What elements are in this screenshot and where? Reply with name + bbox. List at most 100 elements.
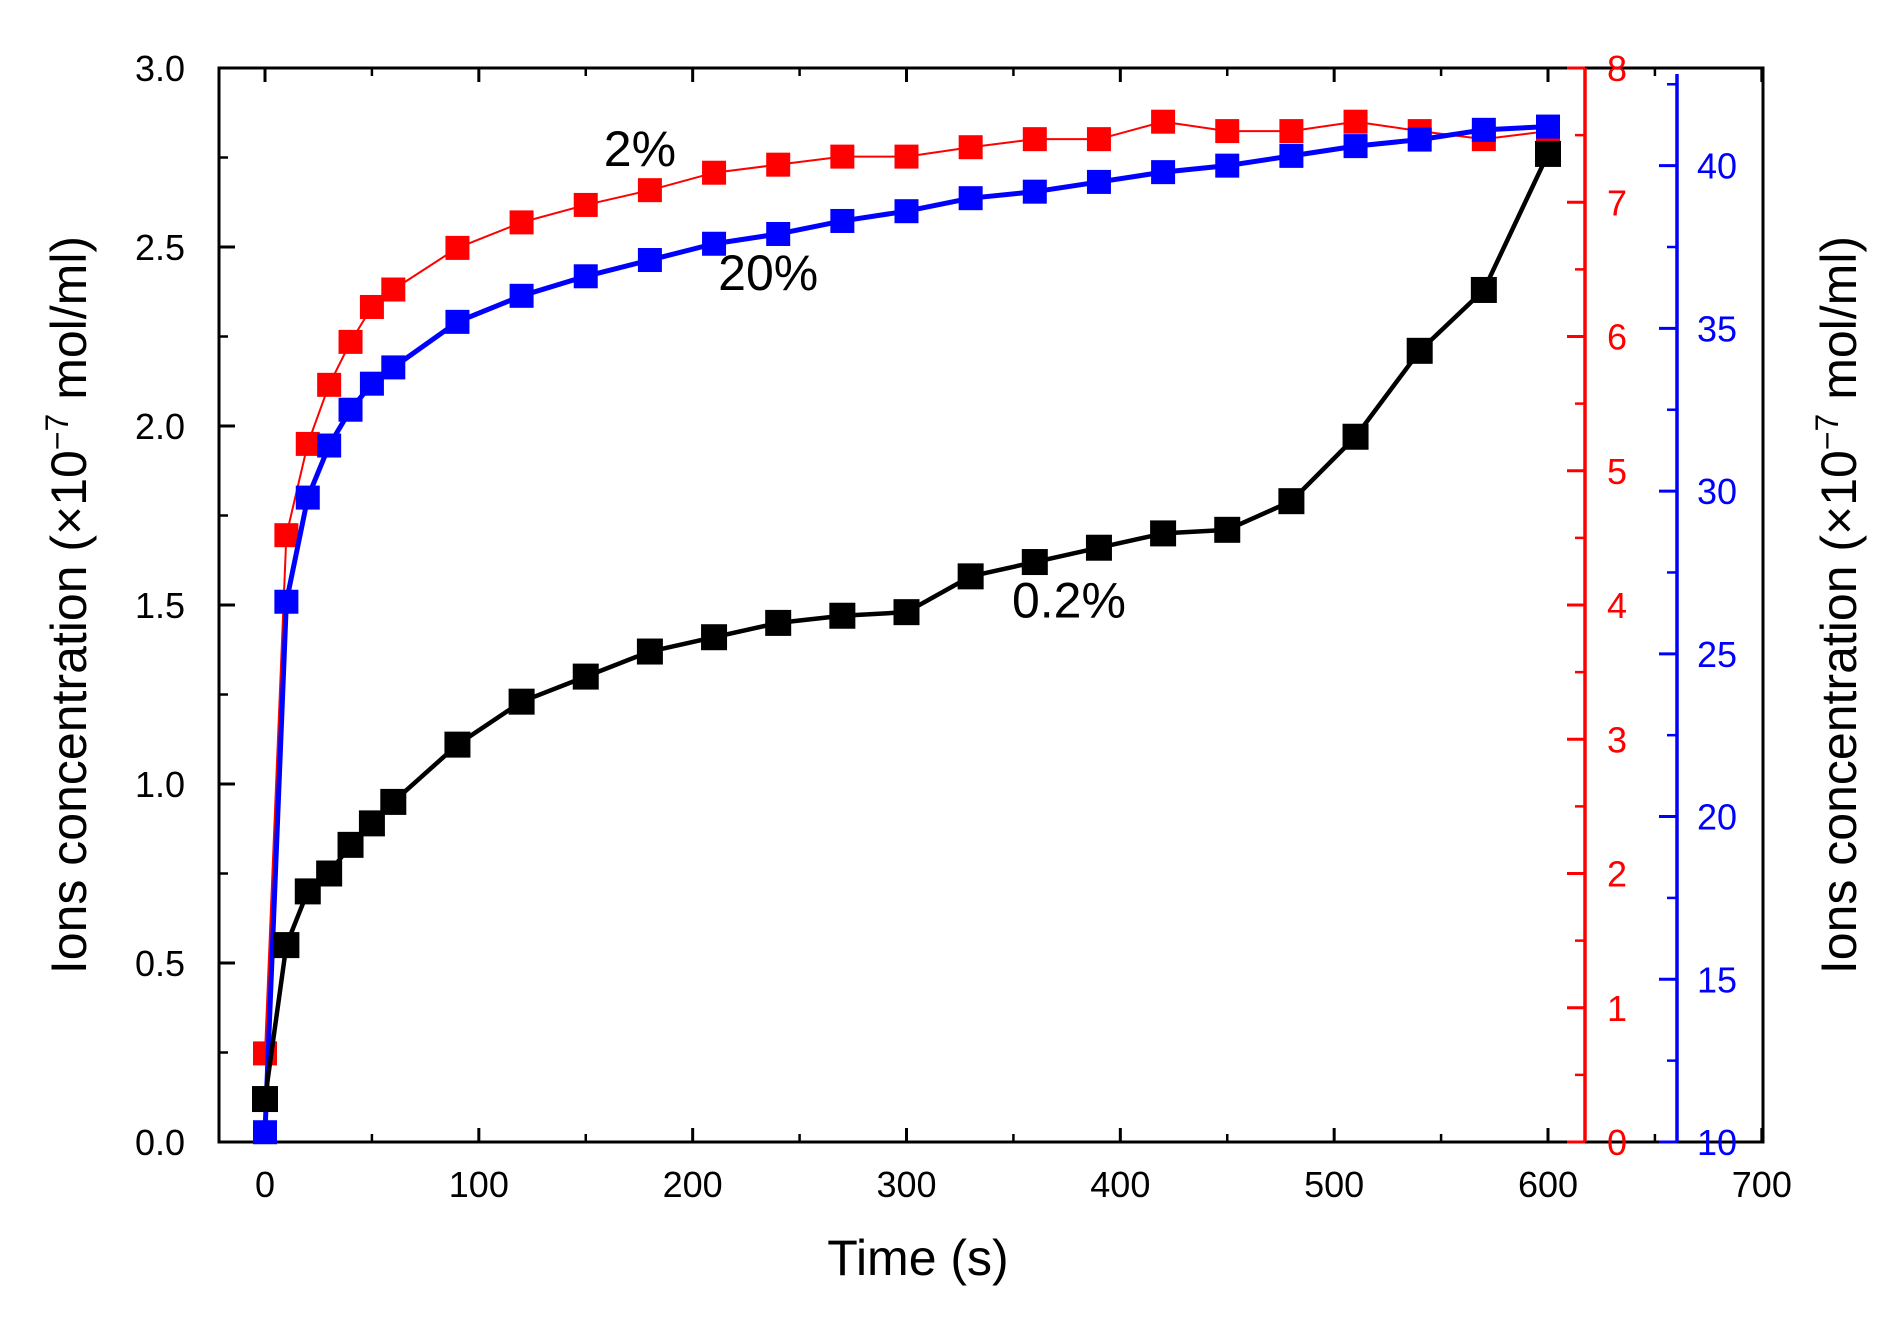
data-point [1215, 119, 1240, 144]
data-point [1470, 276, 1497, 303]
data-point [637, 178, 662, 203]
data-point [273, 932, 300, 959]
data-point [381, 355, 406, 380]
data-point [830, 144, 855, 169]
y-red-tick-label: 0 [1607, 1122, 1627, 1163]
x-tick-label: 500 [1304, 1164, 1364, 1205]
x-tick-label: 400 [1090, 1164, 1150, 1205]
data-point [1279, 119, 1304, 144]
data-point [359, 294, 384, 319]
series-0.2% [252, 140, 1561, 1113]
data-point [1214, 516, 1241, 543]
y-red-tick-label: 3 [1607, 719, 1627, 760]
y-red-tick-label: 8 [1607, 48, 1627, 89]
data-point [295, 431, 320, 456]
data-point [274, 589, 299, 614]
data-point [893, 599, 920, 626]
data-point [1535, 140, 1561, 167]
y-red-tick-label: 6 [1607, 317, 1627, 358]
data-point [508, 688, 535, 715]
x-tick-label: 700 [1732, 1164, 1792, 1205]
data-point [572, 663, 599, 690]
x-tick-label: 600 [1518, 1164, 1578, 1205]
plot-area-border [217, 66, 1765, 1144]
data-point [444, 731, 471, 758]
data-point [702, 160, 727, 185]
data-point [1279, 143, 1304, 168]
y-red-tick-label: 5 [1607, 451, 1627, 492]
data-point [1343, 134, 1368, 159]
data-point [958, 186, 983, 211]
data-point [1085, 534, 1112, 561]
data-point [829, 602, 856, 629]
data-point [1022, 127, 1047, 152]
data-point [1086, 127, 1111, 152]
y-left-tick-label: 0.5 [135, 943, 185, 984]
y-axis-red: 0 1 2 3 4 5 6 7 8 [1567, 48, 1627, 1163]
y-red-tick-label: 7 [1607, 182, 1627, 223]
y-red-tick-label: 1 [1607, 988, 1627, 1029]
data-point [766, 152, 791, 177]
y-axis-right-title-tail: mol/ml) [1811, 236, 1867, 414]
data-point [509, 283, 534, 308]
data-point [1021, 549, 1048, 576]
data-point [958, 135, 983, 160]
data-point [894, 199, 919, 224]
y-axis-left-title-sup: −7 [39, 414, 75, 450]
data-point [701, 624, 728, 651]
data-point [445, 235, 470, 260]
series-layer [252, 109, 1561, 1145]
y-axis-left: 0.0 0.5 1.0 1.5 2.0 2.5 3.0 [135, 48, 235, 1163]
data-point [830, 208, 855, 233]
data-point [573, 264, 598, 289]
data-point [957, 563, 984, 590]
data-point [317, 372, 342, 397]
data-point [509, 210, 534, 235]
y-blue-tick-label: 20 [1697, 797, 1737, 838]
y-blue-tick-label: 25 [1697, 634, 1737, 675]
data-point [252, 1086, 278, 1113]
data-point [1278, 488, 1305, 515]
data-point [636, 638, 663, 665]
data-point [338, 397, 363, 422]
data-point [766, 221, 791, 246]
data-point [380, 788, 407, 815]
data-point [1342, 423, 1369, 450]
y-axis-left-title-tail: mol/ml) [41, 236, 97, 414]
y-blue-tick-label: 15 [1697, 959, 1737, 1000]
x-tick-label: 0 [255, 1164, 275, 1205]
y-axis-right-title-sup: −7 [1809, 414, 1845, 450]
y-blue-tick-label: 30 [1697, 471, 1737, 512]
data-point [1150, 520, 1177, 547]
y-left-tick-label: 2.5 [135, 227, 185, 268]
data-point [445, 309, 470, 334]
annotation-label: 20% [718, 245, 818, 301]
annotation-label: 0.2% [1012, 573, 1126, 629]
data-point [637, 248, 662, 273]
y-red-tick-label: 4 [1607, 585, 1627, 626]
data-point [1536, 114, 1560, 139]
data-point [274, 523, 299, 548]
annotation-label: 2% [604, 121, 676, 177]
plot-frame [217, 66, 1765, 1144]
series-2% [253, 109, 1560, 1066]
data-point [317, 433, 342, 458]
data-point [381, 277, 406, 302]
data-point [573, 192, 598, 217]
data-point [359, 371, 384, 396]
data-point [1022, 179, 1047, 204]
annotation-layer: 2% 20% 0.2% [604, 121, 1126, 629]
y-axis-right-title: Ions concentration (×10−7 mol/ml) [1809, 236, 1867, 974]
x-axis-title: Time (s) [827, 1230, 1008, 1286]
y-left-tick-label: 3.0 [135, 48, 185, 89]
data-point [1215, 153, 1240, 178]
data-point [316, 860, 343, 887]
data-point [1343, 109, 1368, 134]
series-line [262, 152, 1551, 1100]
x-axis: 0 100 200 300 400 500 600 700 [255, 68, 1792, 1205]
data-point [1086, 169, 1111, 194]
data-point [1407, 127, 1432, 152]
series-line [264, 120, 1549, 1054]
series-line [262, 124, 1549, 1133]
